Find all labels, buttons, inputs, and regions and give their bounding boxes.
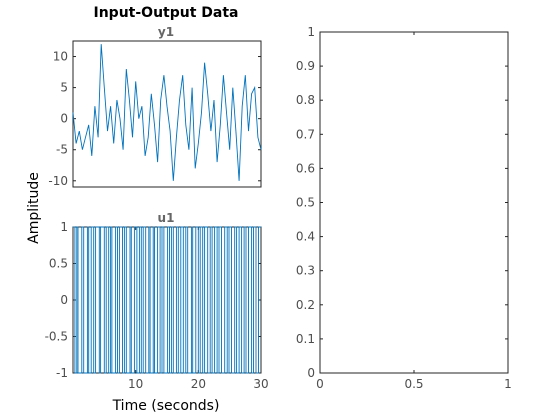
- empty-xtick-label: 0.5: [404, 377, 423, 391]
- axes-u1: u1 -1 -0.5 0 0.5 1 10 20 30: [45, 211, 269, 391]
- empty-ytick-label: 0.6: [296, 161, 315, 175]
- subplot-title-u1: u1: [158, 211, 175, 225]
- empty-ytick-label: 0.7: [296, 127, 315, 141]
- u1-xtick-label: 10: [128, 377, 143, 391]
- empty-ytick-label: 0.5: [296, 196, 315, 210]
- y1-ytick-label: -10: [48, 174, 68, 188]
- axes-y1: y1 -10 -5 0 5 10: [48, 25, 262, 188]
- y1-ytick-label: -5: [56, 143, 68, 157]
- empty-plot-area: [319, 31, 509, 374]
- u1-series-line: [73, 226, 261, 374]
- x-axis-label: Time (seconds): [112, 398, 220, 414]
- figure-title: Input-Output Data: [94, 5, 239, 21]
- empty-ytick-label: 0.4: [296, 230, 315, 244]
- y-axis-label: Amplitude: [26, 172, 42, 244]
- y1-series-line: [72, 44, 262, 181]
- empty-ytick-label: 0.2: [296, 298, 315, 312]
- empty-ytick-label: 0: [307, 366, 315, 380]
- empty-xtick-label: 0: [316, 377, 324, 391]
- u1-xtick-label: 20: [191, 377, 206, 391]
- u1-ytick-label: 0: [60, 293, 68, 307]
- u1-xtick-label: 30: [253, 377, 268, 391]
- u1-ytick-label: -1: [56, 366, 68, 380]
- subplot-title-y1: y1: [158, 25, 174, 39]
- empty-ytick-label: 0.9: [296, 59, 315, 73]
- y1-ytick-label: 10: [53, 50, 68, 64]
- empty-ytick-label: 0.1: [296, 332, 315, 346]
- empty-ytick-label: 0.8: [296, 93, 315, 107]
- u1-ytick-label: 0.5: [49, 257, 68, 271]
- y1-ytick-label: 5: [60, 81, 68, 95]
- axes-empty: 0 0.1 0.2 0.3 0.4 0.5 0.6 0.7 0.8 0.9 1 0 0.5 1: [296, 25, 512, 391]
- empty-xtick-label: 1: [504, 377, 512, 391]
- u1-plot-area: [72, 226, 262, 374]
- u1-ytick-label: -0.5: [45, 330, 68, 344]
- empty-ytick-label: 0.3: [296, 264, 315, 278]
- y1-plot-area: [72, 40, 262, 188]
- u1-ytick-label: 1: [60, 220, 68, 234]
- y1-ytick-label: 0: [60, 112, 68, 126]
- empty-ytick-label: 1: [307, 25, 315, 39]
